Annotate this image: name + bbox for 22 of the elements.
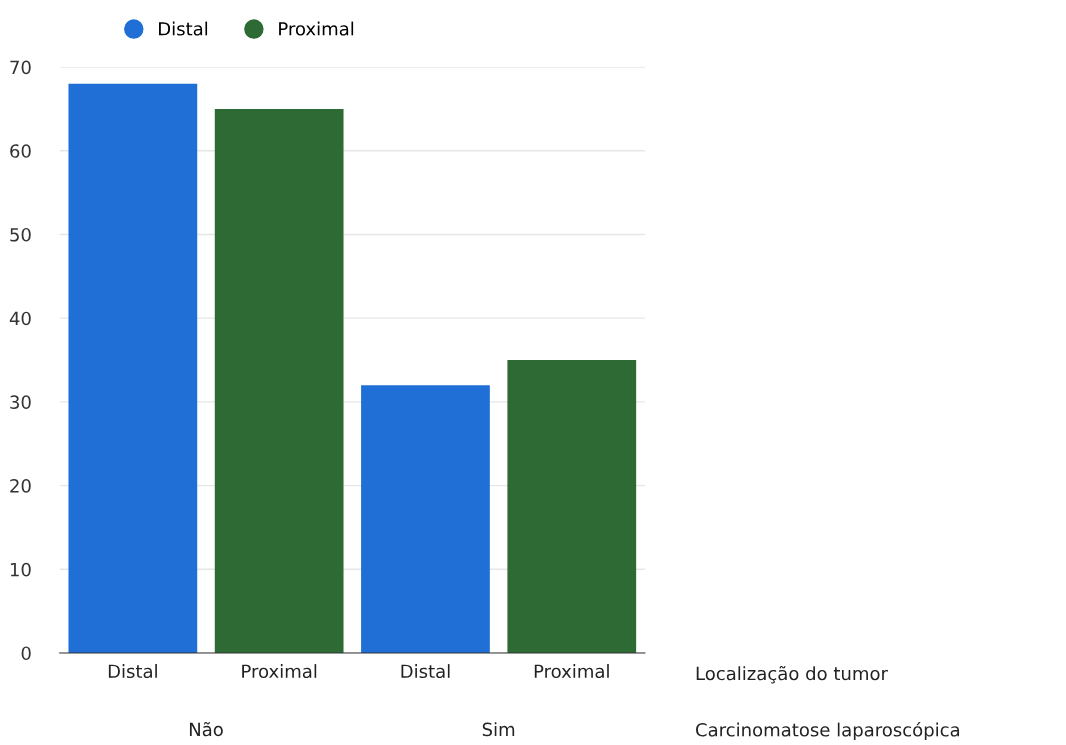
bar (214, 108, 344, 653)
y-tick-label: 10 (10, 562, 31, 577)
legend-label: Proximal (279, 21, 354, 36)
x-tick-label: Distal (401, 664, 450, 679)
bar (68, 83, 198, 653)
text: Carcinomatose laparoscópica (696, 721, 960, 741)
text: Não (189, 721, 223, 737)
y-tick-label: 40 (9, 311, 31, 326)
y-tick-label: 30 (10, 395, 31, 409)
legend-label: Distal (159, 21, 208, 36)
y-tick-label: 70 (10, 60, 31, 75)
y-tick-label: 60 (10, 144, 31, 158)
text: Sim (482, 722, 515, 737)
x-tick-label: Proximal (534, 664, 609, 679)
x-tick-label: Proximal (242, 664, 317, 679)
x-tick-label: Distal (108, 664, 157, 679)
bar (361, 385, 490, 653)
x-axis-title: Localização do tumor (696, 665, 888, 684)
bar (507, 360, 637, 653)
y-tick-label: 20 (10, 479, 31, 493)
y-tick-label: 50 (10, 227, 31, 242)
y-tick-label: 0 (21, 646, 31, 661)
